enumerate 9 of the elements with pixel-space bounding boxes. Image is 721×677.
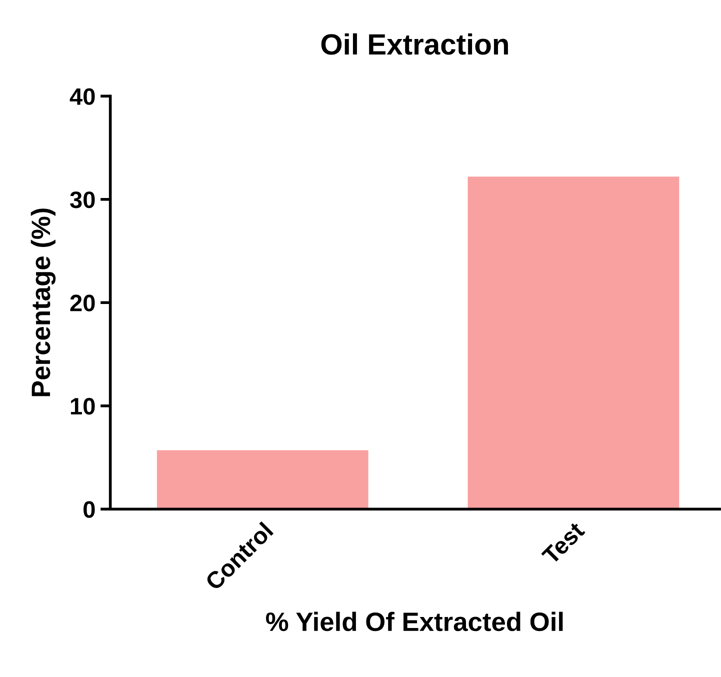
y-tick-label: 0 <box>84 501 95 518</box>
y-axis-title: Percentage (%) <box>30 208 56 396</box>
y-tick-label: 10 <box>70 398 95 415</box>
x-tick-label: Test <box>541 521 586 566</box>
y-tick-label: 40 <box>70 88 95 105</box>
y-tick-label: 20 <box>70 294 95 312</box>
chart-title: Oil Extraction <box>321 33 508 55</box>
x-axis-title: % Yield Of Extracted Oil <box>266 612 563 632</box>
y-tick-label: 30 <box>70 191 95 208</box>
